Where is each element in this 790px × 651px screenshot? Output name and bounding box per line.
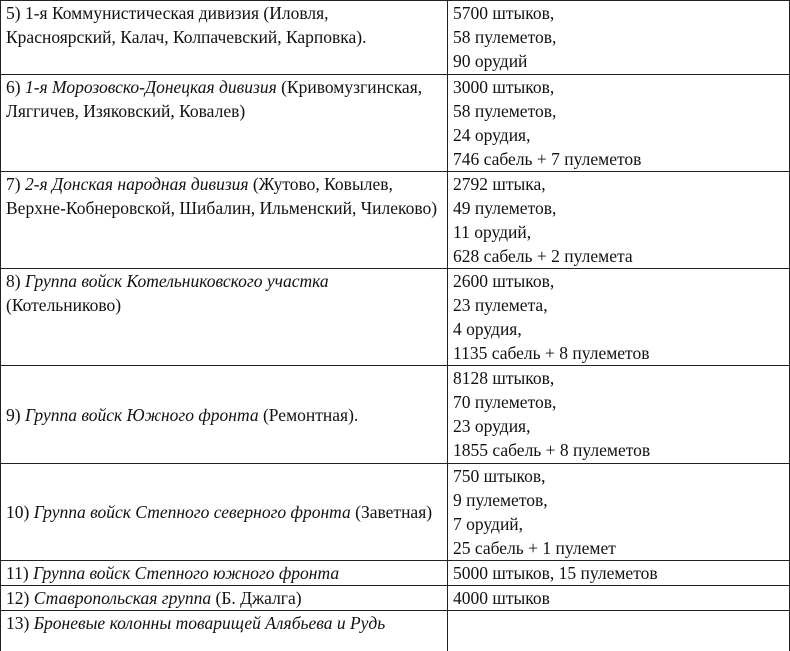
item-text: 9) — [6, 404, 25, 425]
strength-line: 8128 штыков, — [453, 368, 555, 388]
strength-line: 70 пулеметов, — [453, 392, 557, 412]
strength-line: 746 сабель + 7 пулеметов — [453, 149, 642, 169]
item-text: (Котельниково) — [6, 295, 122, 315]
item-cell: 11) Группа войск Степного южного фронта — [0, 560, 448, 586]
item-cell: 7) 2-я Донская народная дивизия (Жутово,… — [0, 171, 448, 269]
table-row: 5) 1-я Коммунистическая дивизия (Иловля,… — [0, 0, 790, 75]
unit-name: Группа войск Степного северного фронта — [33, 502, 351, 522]
strength-line: 5000 штыков, 15 пулеметов — [453, 563, 658, 583]
item-text: 8) — [6, 271, 25, 291]
strength-line: 2792 штыка, — [453, 174, 546, 194]
unit-name: 1-я Морозовско-Донецкая дивизия — [24, 77, 277, 97]
strength-line: 3000 штыков, — [453, 77, 555, 97]
item-text: (Кривомузгинская, Ляггичев, Изяковский, … — [6, 77, 423, 121]
strength-line: 7 орудий, — [453, 514, 524, 534]
item-text: (Б. Джалга) — [211, 588, 302, 608]
table-row: 6) 1-я Морозовско-Донецкая дивизия (Крив… — [0, 74, 790, 172]
item-text: 13) — [6, 613, 34, 633]
strength-cell: 2600 штыков, 23 пулемета, 4 орудия, 1135 са… — [447, 268, 790, 366]
strength-line: 23 пулемета, — [453, 295, 548, 315]
unit-name: Броневые колонны товарищей Алябьева и Ру… — [33, 613, 386, 633]
unit-name: Группа войск Южного фронта — [24, 404, 259, 425]
strength-cell — [447, 610, 790, 651]
table-row: 13) Броневые колонны товарищей Алябьева … — [0, 610, 790, 651]
strength-cell: 4000 штыков — [447, 585, 790, 611]
strength-cell: 5700 штыков, 58 пулеметов, 90 орудий — [447, 0, 790, 75]
strength-line: 2600 штыков, — [453, 271, 555, 291]
item-text: 6) — [6, 77, 25, 97]
unit-name: Ставропольская группа — [33, 588, 212, 608]
strength-line: 4000 штыков — [453, 588, 550, 608]
item-text: 11) — [6, 563, 34, 583]
item-cell: 5) 1-я Коммунистическая дивизия (Иловля,… — [0, 0, 448, 75]
strength-line: 90 орудий — [453, 51, 528, 71]
item-text: (Жутово, Ковылев, Верхне-Кобнеровской, Ш… — [6, 174, 438, 218]
item-cell: 6) 1-я Морозовско-Донецкая дивизия (Крив… — [0, 74, 448, 172]
strength-line: 25 сабель + 1 пулемет — [453, 538, 616, 558]
table-row: 8) Группа войск Котельниковского участка… — [0, 268, 790, 366]
strength-line: 11 орудий, — [453, 222, 532, 242]
strength-line: 49 пулеметов, — [453, 198, 557, 218]
strength-cell: 750 штыков, 9 пулеметов, 7 орудий, 25 сабел… — [447, 463, 790, 561]
item-text: (Заветная) — [350, 502, 433, 522]
strength-line: 750 штыков, — [453, 466, 546, 486]
strength-line: 23 орудия, — [453, 416, 531, 436]
item-cell: 8) Группа войск Котельниковского участка… — [0, 268, 448, 366]
strength-line: 58 пулеметов, — [453, 101, 557, 121]
strength-cell: 3000 штыков, 58 пулеметов, 24 орудия, 746 с… — [447, 74, 790, 172]
table-row: 7) 2-я Донская народная дивизия (Жутово,… — [0, 171, 790, 269]
table-row: 12) Ставропольская группа (Б. Джалга) 400… — [0, 585, 790, 611]
strength-cell: 5000 штыков, 15 пулеметов — [447, 560, 790, 586]
item-cell: 9) Группа войск Южного фронта (Ремонтная… — [0, 365, 448, 464]
item-cell: 10) Группа войск Степного северного фрон… — [0, 463, 448, 561]
item-text: 7) — [6, 174, 25, 194]
strength-line: 4 орудия, — [453, 319, 522, 339]
strength-line: 1135 сабель + 8 пулеметов — [453, 343, 650, 363]
item-cell: 13) Броневые колонны товарищей Алябьева … — [0, 610, 448, 651]
table-row: 11) Группа войск Степного южного фронта 5… — [0, 560, 790, 586]
strength-cell: 8128 штыков, 70 пулеметов, 23 орудия, 1855 … — [447, 365, 790, 464]
item-text: 12) — [6, 588, 34, 608]
strength-line: 58 пулеметов, — [453, 27, 557, 47]
strength-line: 9 пулеметов, — [453, 490, 548, 510]
item-text: 10) — [6, 502, 34, 522]
item-cell: 12) Ставропольская группа (Б. Джалга) — [0, 585, 448, 611]
unit-name: Группа войск Степного южного фронта — [33, 563, 340, 583]
table-row: 9) Группа войск Южного фронта (Ремонтная… — [0, 365, 790, 464]
unit-name: 2-я Донская народная дивизия — [24, 174, 249, 194]
item-text: 5) 1-я Коммунистическая дивизия (Иловля,… — [6, 3, 367, 47]
strength-line: 5700 штыков, — [453, 3, 555, 23]
table-row: 10) Группа войск Степного северного фрон… — [0, 463, 790, 561]
item-text: (Ремонтная). — [258, 404, 359, 425]
unit-name: Группа войск Котельниковского участка — [24, 271, 329, 291]
strength-line: 24 орудия, — [453, 125, 531, 145]
strength-line: 628 сабель + 2 пулемета — [453, 246, 633, 266]
strength-cell: 2792 штыка, 49 пулеметов, 11 орудий, 628 са… — [447, 171, 790, 269]
strength-line: 1855 сабель + 8 пулеметов — [453, 440, 651, 460]
